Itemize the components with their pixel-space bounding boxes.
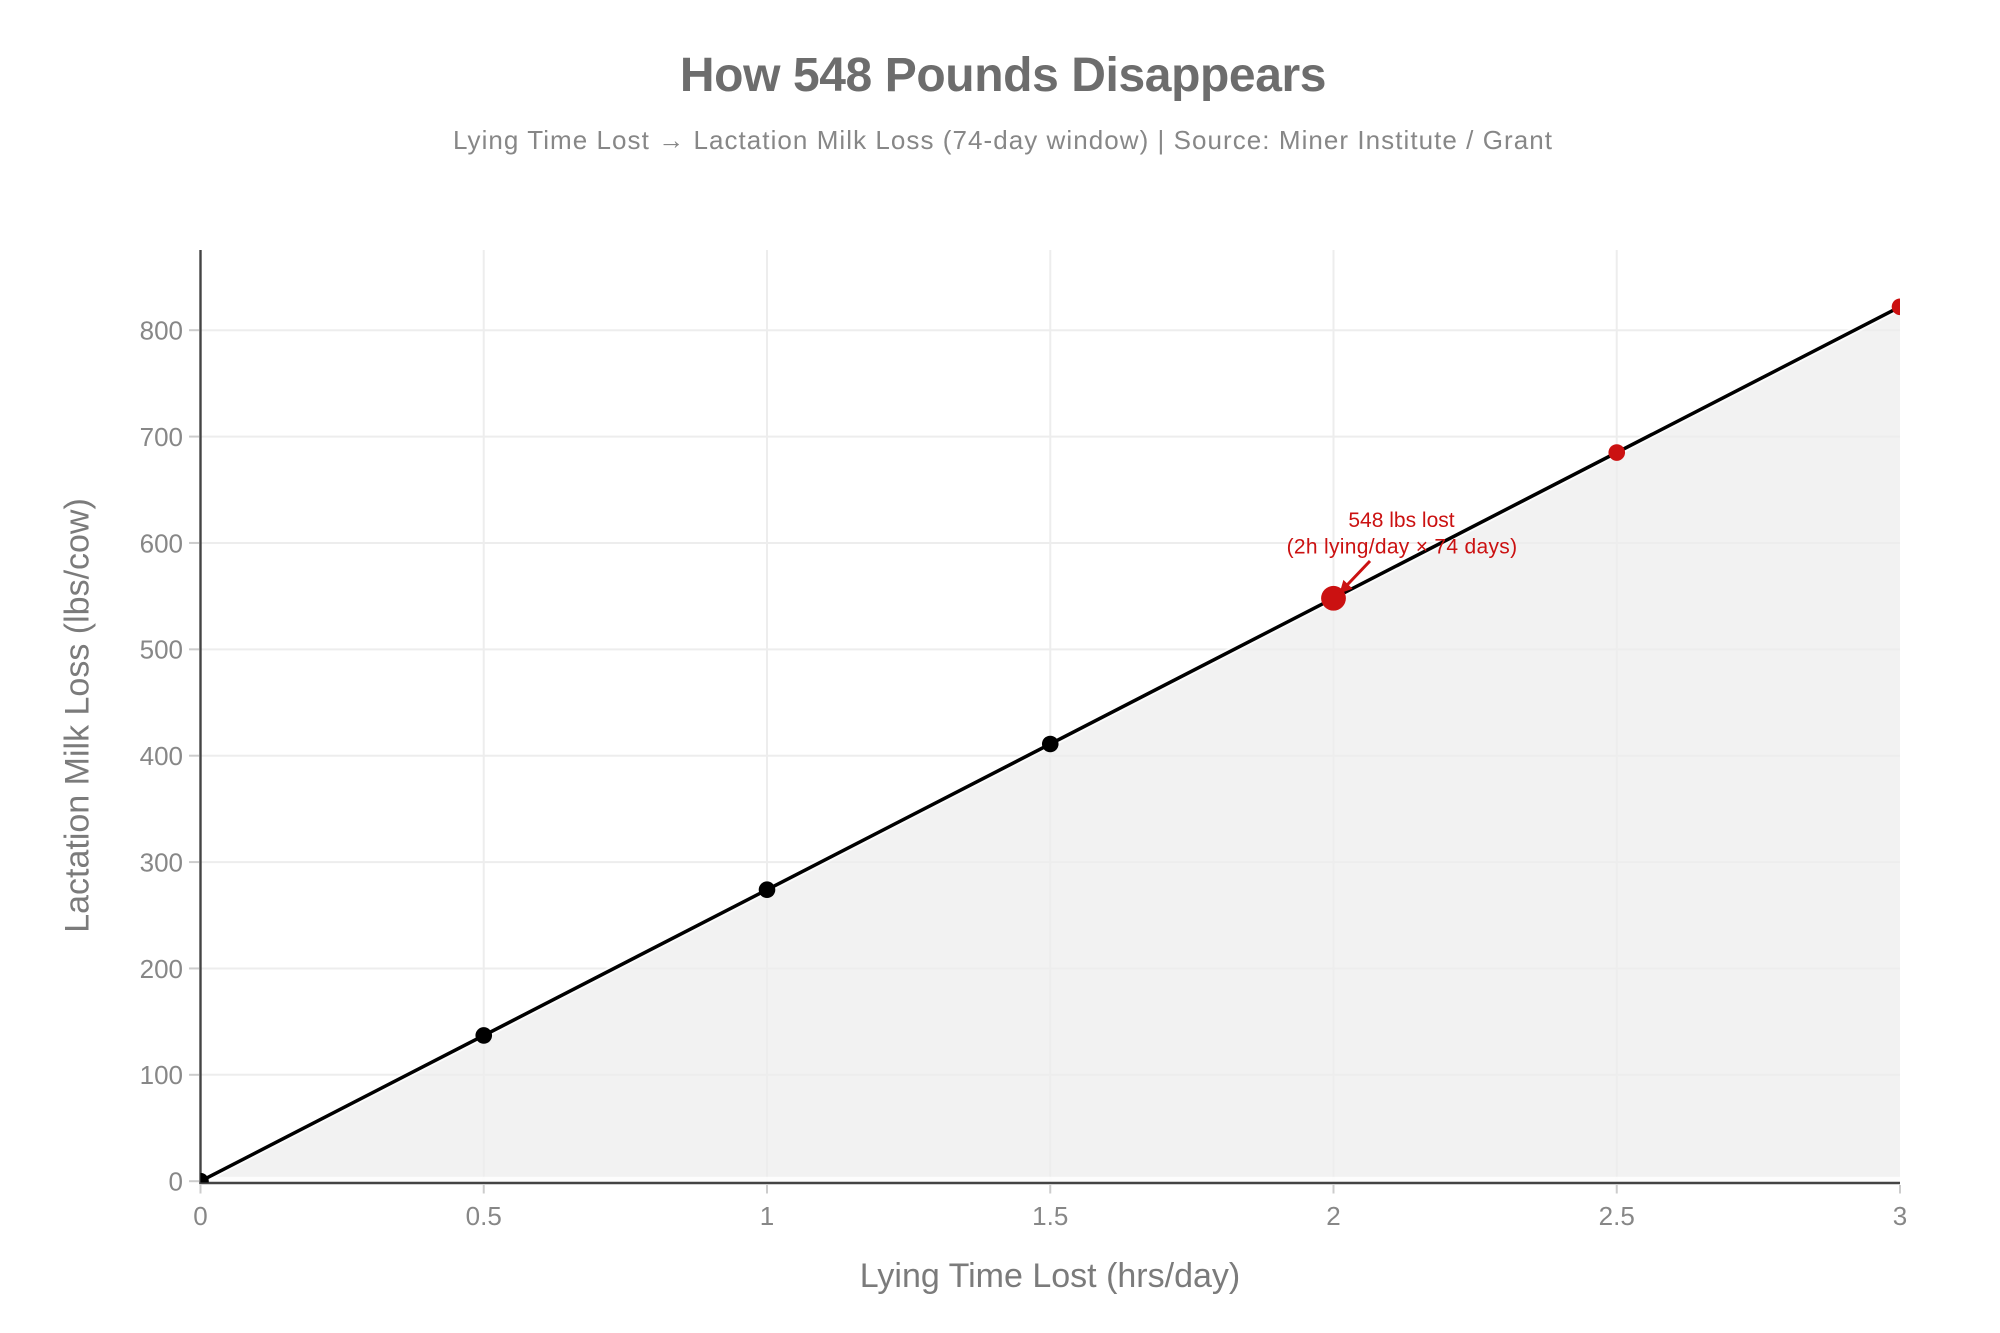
- svg-text:300: 300: [140, 847, 183, 877]
- svg-text:600: 600: [140, 528, 183, 558]
- svg-text:2: 2: [1326, 1201, 1340, 1231]
- svg-text:100: 100: [140, 1060, 183, 1090]
- svg-text:700: 700: [140, 422, 183, 452]
- svg-text:548 lbs lost: 548 lbs lost: [1348, 509, 1454, 532]
- svg-text:2.5: 2.5: [1599, 1201, 1635, 1231]
- svg-text:Lying Time Lost (hrs/day): Lying Time Lost (hrs/day): [860, 1257, 1240, 1295]
- svg-text:1: 1: [760, 1201, 774, 1231]
- svg-text:0: 0: [169, 1167, 183, 1197]
- svg-text:How 548 Pounds Disappears: How 548 Pounds Disappears: [680, 49, 1326, 102]
- svg-text:1.5: 1.5: [1032, 1201, 1068, 1231]
- svg-text:200: 200: [140, 954, 183, 984]
- svg-text:(2h lying/day × 74 days): (2h lying/day × 74 days): [1287, 536, 1518, 559]
- svg-text:Lying Time Lost → Lactation Mi: Lying Time Lost → Lactation Milk Loss (7…: [453, 125, 1553, 155]
- svg-text:0: 0: [193, 1201, 207, 1231]
- svg-text:0.5: 0.5: [466, 1201, 502, 1231]
- svg-text:400: 400: [140, 741, 183, 771]
- svg-text:800: 800: [140, 316, 183, 346]
- svg-text:3: 3: [1893, 1201, 1907, 1231]
- svg-text:Lactation Milk Loss (lbs/cow): Lactation Milk Loss (lbs/cow): [59, 498, 97, 933]
- svg-text:500: 500: [140, 635, 183, 665]
